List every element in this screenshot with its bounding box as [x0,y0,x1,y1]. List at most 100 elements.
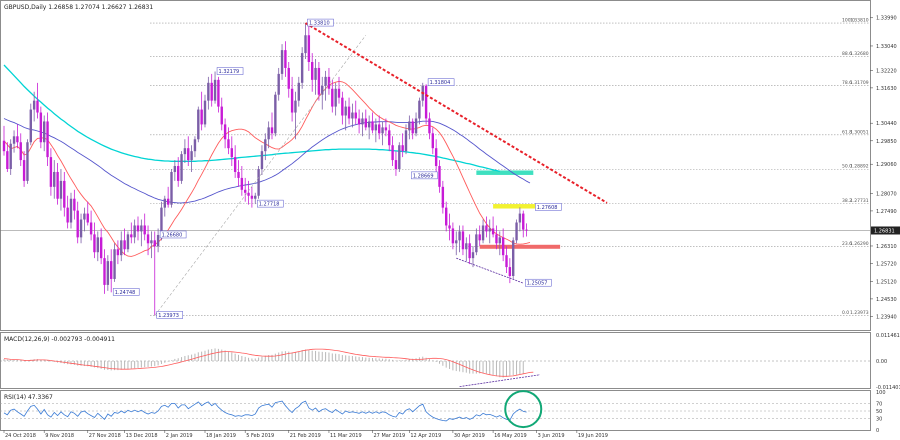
price-tick-label: 1.33990 [876,16,897,22]
candle-body [501,237,505,256]
rsi-indicator: 100 70 50 30 0 [0,390,886,434]
candle-body [455,240,458,244]
rsi-axis-label: 0 [876,428,879,434]
candle-body [418,100,421,119]
candle-body [16,136,19,143]
candle-body [404,130,408,152]
candle-body [187,148,190,161]
rsi-panel-frame [0,390,871,431]
candle-body [240,177,244,190]
rsi-highlight-circle [504,390,543,429]
date-label: 13 Dec 2018 [126,433,158,439]
candle-body [190,151,193,161]
candle-body [237,171,240,178]
candle-body [327,76,331,89]
candle-body [153,240,156,247]
candle-body [257,169,260,196]
price-tick-label: 1.28070 [876,192,897,198]
candle-body [116,249,120,256]
price-tick-label: 1.27490 [876,209,897,215]
candle-body [337,88,341,98]
date-label: 3 Jun 2019 [538,433,565,439]
candle-body [66,207,69,223]
candle-body [170,171,173,205]
candle-body [367,121,371,128]
fib-price-label: 1.33810 [850,18,869,24]
macd-axis-label: -0.011401 [876,385,900,391]
candle-body [86,213,89,223]
candle-body [388,130,391,146]
candle-body [2,140,6,152]
candle-body [357,118,361,125]
candle-body [69,198,73,223]
candle-body [317,67,321,95]
candle-body [280,50,284,74]
candle-body [428,118,431,134]
candle-body [36,100,39,113]
candle-body [120,240,123,256]
candle-body [133,225,136,238]
candle-body [96,237,99,253]
candle-body [89,222,93,235]
candle-body [160,207,163,235]
candle-body [381,127,384,134]
candle-body [448,225,451,229]
descending-trendline [304,22,608,204]
fib-ratio-label: 61.8 [842,129,852,135]
swing-label: 1.25057 [527,281,548,287]
candle-body [22,160,26,181]
candle-body [324,76,327,86]
candle-body [103,258,106,285]
candle-body [156,234,160,247]
candle-body [76,210,79,238]
candle-body [193,139,197,152]
fibonacci-levels: 100.01.3381088.61.3268078.61.3170961.81.… [0,18,870,316]
price-tick-label: 1.29850 [876,139,897,145]
candle-body [414,118,418,134]
candle-body [207,82,210,101]
date-label: 11 Mar 2019 [330,433,362,439]
candle-body [29,109,32,143]
candle-body [461,231,465,250]
candle-body [300,53,304,83]
candle-body [270,127,274,134]
candle-body [334,88,337,107]
date-axis: 24 Oct 2018 9 Nov 2018 27 Nov 2018 13 Dec 2… [3,430,608,439]
candle-body [227,139,230,149]
candle-body [441,186,445,208]
macd-panel-frame [0,332,871,389]
swing-label-box [112,288,140,296]
price-axis: 1.33990 1.33040 1.32220 1.31630 1.30440 1.298… [870,16,900,320]
candle-body [344,106,347,116]
swing-label: 1.31804 [430,80,451,86]
fib-ratio-label: 88.6 [842,51,852,57]
date-label: 21 Feb 2019 [290,433,321,439]
candle-body [6,151,9,169]
candle-body [9,143,12,169]
rsi-line [3,400,527,422]
date-label: 19 Jun 2019 [578,433,608,439]
price-tick-label: 1.25720 [876,262,897,268]
candle-body [150,240,153,244]
chart-header-label: GBPUSD,Daily 1.26858 1.27074 1.26627 1.2… [4,4,153,11]
fib-price-label: 1.28892 [850,164,869,170]
date-label: 16 May 2019 [494,433,527,439]
swing-label-box [216,67,244,75]
price-tick-label: 1.33040 [876,44,897,50]
highlight-box-red [479,244,561,249]
swing-label-box [411,171,438,180]
main-panel-frame [0,0,871,331]
candle-body [438,166,441,187]
candle-body [146,234,150,244]
candle-body [485,225,488,232]
highlight-box-cyan [476,170,534,175]
rsi-axis-label: 100 [876,390,886,396]
fib-ratio-label: 50.0 [842,164,852,170]
candle-body [354,112,357,119]
candle-body [347,106,351,119]
candle-body [518,213,522,223]
candle-body [475,234,478,253]
candle-body [260,151,264,169]
candle-body [408,121,411,131]
